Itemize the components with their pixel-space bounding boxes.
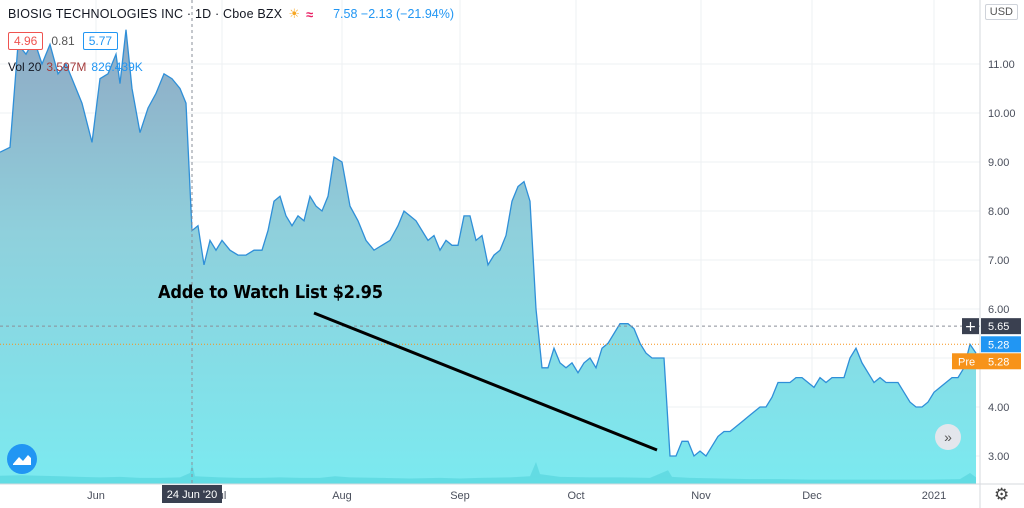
price-area	[0, 29, 976, 484]
sun-icon: ☀	[288, 6, 300, 21]
y-tick-label: 3.00	[988, 451, 1009, 463]
buy-button[interactable]: 5.77	[82, 32, 119, 50]
x-tick-label: 2021	[922, 490, 946, 502]
x-tick-label: Dec	[802, 490, 822, 502]
chart-header: BIOSIG TECHNOLOGIES INC · 1D · Cboe BZX …	[8, 6, 454, 22]
volume-ma-value: 826.439K	[91, 60, 143, 74]
premarket-icon: ≈	[305, 6, 314, 22]
volume-legend: Vol 20 3.597M 826.439K	[8, 60, 143, 74]
crosshair-price-label: 5.65	[988, 321, 1009, 333]
watchlist-annotation: Adde to Watch List $2.95	[158, 282, 383, 303]
crosshair-date-label: 24 Jun '20	[167, 489, 217, 501]
trade-buttons: 4.96 0.81 5.77	[8, 32, 119, 50]
plus-icon: +	[965, 319, 977, 335]
last-price-label: 5.28	[988, 339, 1009, 351]
crosshair-date-box	[162, 485, 222, 503]
premarket-tag: Pre	[958, 356, 975, 368]
y-tick-label: 6.00	[988, 304, 1009, 316]
volume-value: 3.597M	[46, 60, 87, 74]
volume-area	[0, 462, 976, 484]
gear-icon[interactable]: ⚙	[994, 485, 1010, 504]
symbol-title[interactable]: BIOSIG TECHNOLOGIES INC · 1D · Cboe BZX	[8, 7, 283, 21]
scroll-to-realtime-icon[interactable]: »	[935, 424, 961, 450]
premarket-price-box	[952, 353, 1021, 370]
crosshair-price-box	[981, 318, 1021, 335]
premarket-price-label: 5.28	[988, 356, 1009, 368]
volume-label: Vol 20	[8, 60, 42, 74]
price-line	[0, 29, 977, 458]
x-tick-label: Aug	[332, 490, 352, 502]
y-tick-label: 10.00	[988, 108, 1016, 120]
sell-button[interactable]: 4.96	[8, 32, 44, 50]
tradingview-logo-icon[interactable]	[7, 444, 37, 474]
x-tick-label: Nov	[691, 490, 711, 502]
y-tick-label: 11.00	[988, 59, 1015, 71]
x-tick-label: Sep	[450, 490, 470, 502]
y-tick-label: 8.00	[988, 206, 1009, 218]
last-price-box	[981, 336, 1021, 353]
y-tick-label: 7.00	[988, 255, 1009, 267]
y-tick-label: 4.00	[988, 402, 1009, 414]
spread-value: 0.81	[51, 34, 75, 48]
x-tick-label: Oct	[567, 490, 584, 502]
price-change: 7.58 −2.13 (−21.94%)	[333, 7, 455, 21]
y-tick-label: 9.00	[988, 157, 1009, 169]
x-tick-label: Jun	[87, 490, 105, 502]
add-alert-button[interactable]	[962, 318, 979, 335]
watchlist-arrow-line	[313, 311, 658, 452]
currency-badge[interactable]: USD	[984, 4, 1018, 20]
